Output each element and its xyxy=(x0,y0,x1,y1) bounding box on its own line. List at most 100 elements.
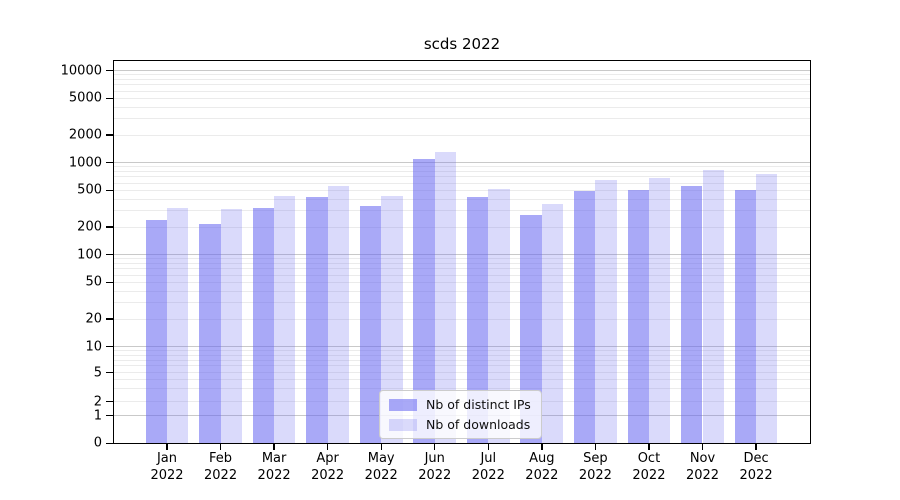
gridline-major xyxy=(113,70,811,72)
y-tick-mark xyxy=(106,415,113,417)
gridline-minor xyxy=(113,134,811,136)
legend-item-distinct-ips: Nb of distinct IPs xyxy=(389,397,532,412)
y-tick-mark xyxy=(106,226,113,228)
bar-ips-mar xyxy=(252,208,275,444)
y-tick-label: 50 xyxy=(85,274,102,290)
x-tick-mark xyxy=(755,444,757,450)
gridline-minor xyxy=(113,226,811,228)
x-tick-label-month: Oct xyxy=(637,451,661,466)
legend: Nb of distinct IPs Nb of downloads xyxy=(379,390,542,439)
x-axis-labels: Jan 2022 Feb 2022 Mar 2022 Apr 2022 May 2022 Jun 20… xyxy=(113,451,811,491)
gridline-minor xyxy=(113,290,811,292)
gridline-minor xyxy=(113,281,811,283)
bar-downloads-apr xyxy=(327,185,350,444)
legend-label-distinct-ips: Nb of distinct IPs xyxy=(426,397,531,412)
bar-downloads-may xyxy=(381,196,403,444)
bar-ips-jun xyxy=(413,158,435,444)
gridline-minor xyxy=(113,379,811,381)
y-tick-mark xyxy=(106,401,113,403)
x-tick-label-year: 2022 xyxy=(685,467,720,483)
y-tick-label: 5 xyxy=(93,365,102,381)
x-tick-mark xyxy=(648,444,650,450)
x-tick-label: May 2022 xyxy=(365,451,398,484)
gridline-minor xyxy=(113,176,811,178)
gridline-minor xyxy=(113,210,811,212)
x-tick-label: Mar 2022 xyxy=(258,451,291,484)
x-tick-label: Jul 2022 xyxy=(472,451,505,484)
legend-label-downloads: Nb of downloads xyxy=(426,417,531,432)
x-tick-mark xyxy=(380,444,382,450)
x-tick-label-month: Jun xyxy=(424,451,445,466)
y-tick-mark xyxy=(106,134,113,136)
gridline-minor xyxy=(113,354,811,356)
bar-ips-may xyxy=(359,206,382,444)
bar-ips-dec xyxy=(734,190,757,444)
y-tick-label: 2000 xyxy=(68,127,102,143)
x-tick-mark xyxy=(326,444,329,450)
bars-layer xyxy=(113,60,811,444)
x-tick-label-year: 2022 xyxy=(525,467,559,483)
gridline-major xyxy=(113,346,811,348)
gridline-minor xyxy=(113,302,811,304)
bar-ips-feb xyxy=(199,224,221,444)
x-tick-label-year: 2022 xyxy=(311,467,345,483)
bar-ips-oct xyxy=(627,190,649,444)
bar-downloads-dec xyxy=(756,173,778,444)
y-tick-mark xyxy=(106,162,113,164)
grid-layer xyxy=(113,60,811,444)
x-tick-mark xyxy=(434,444,436,450)
legend-item-downloads: Nb of downloads xyxy=(389,417,532,432)
x-tick-label-month: Jan xyxy=(156,451,178,466)
x-tick-label-month: May xyxy=(367,451,395,466)
y-tick-mark xyxy=(106,346,113,348)
x-tick-label-month: Feb xyxy=(209,451,233,466)
plot-frame xyxy=(113,60,811,444)
gridline-minor xyxy=(113,388,811,390)
bar-downloads-aug xyxy=(541,203,564,444)
bar-ips-jul xyxy=(466,197,489,444)
y-tick-mark xyxy=(106,189,113,192)
gridline-minor xyxy=(113,189,811,191)
gridline-minor xyxy=(113,106,811,108)
gridline-major xyxy=(113,162,811,164)
gridline-minor xyxy=(113,118,811,120)
x-tick-label: Nov 2022 xyxy=(686,451,719,484)
bar-ips-sep xyxy=(574,191,596,444)
x-tick-label-month: Jul xyxy=(480,451,497,466)
y-tick-label: 2 xyxy=(93,394,102,410)
y-tick-mark xyxy=(106,442,113,444)
y-tick-mark xyxy=(106,254,113,256)
x-tick-label-month: Aug xyxy=(529,451,555,466)
bar-downloads-feb xyxy=(220,209,242,444)
x-tick-label-year: 2022 xyxy=(739,467,773,483)
legend-swatch-distinct-ips xyxy=(389,398,417,411)
x-tick-label: Feb 2022 xyxy=(204,451,237,484)
legend-swatch-downloads xyxy=(389,418,417,431)
x-tick-label: Jan 2022 xyxy=(150,451,183,484)
y-tick-label: 10000 xyxy=(60,63,102,79)
x-tick-label-year: 2022 xyxy=(364,467,398,483)
x-tick-label-year: 2022 xyxy=(204,467,238,483)
bar-downloads-nov xyxy=(702,169,724,444)
x-tick-label: Jun 2022 xyxy=(418,451,451,484)
gridline-minor xyxy=(113,350,811,352)
y-tick-mark xyxy=(106,97,113,100)
x-tick-mark xyxy=(487,444,489,450)
bar-downloads-mar xyxy=(274,196,296,444)
x-tick-label-year: 2022 xyxy=(471,467,505,483)
x-tick-label-year: 2022 xyxy=(418,467,452,483)
x-tick-label-year: 2022 xyxy=(632,467,666,483)
y-tick-mark xyxy=(106,70,113,72)
gridline-minor xyxy=(113,74,811,76)
gridline-minor xyxy=(113,97,811,99)
y-tick-label: 200 xyxy=(77,219,102,235)
x-tick-label-year: 2022 xyxy=(578,467,612,483)
y-tick-label: 5000 xyxy=(68,90,102,106)
y-tick-label: 100 xyxy=(77,247,102,263)
gridline-minor xyxy=(113,372,811,374)
gridline-minor xyxy=(113,90,811,92)
y-tick-label: 20 xyxy=(85,311,102,327)
bar-downloads-oct xyxy=(648,177,671,444)
bar-downloads-jun xyxy=(434,152,457,444)
bar-ips-jan xyxy=(145,219,167,444)
